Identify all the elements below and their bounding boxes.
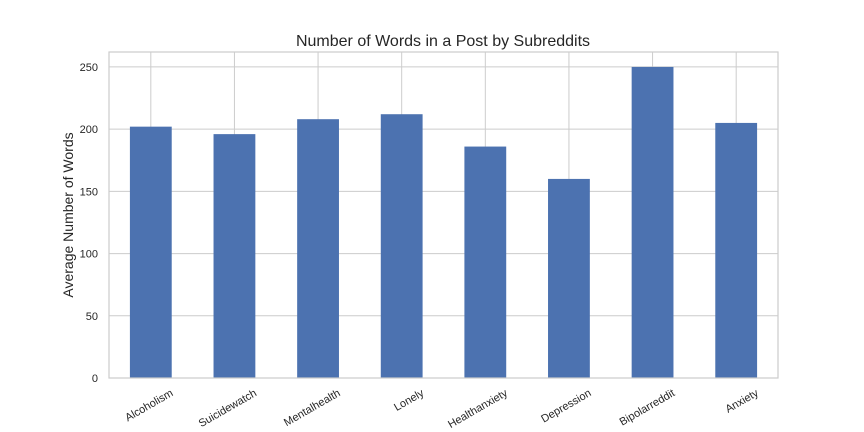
chart-title: Number of Words in a Post by Subreddits <box>296 33 590 50</box>
grid-layer <box>109 52 778 379</box>
y-tick-label: 50 <box>86 311 98 323</box>
bar-suicidewatch <box>213 134 256 378</box>
x-tick-label: Bipolarreddit <box>618 387 677 428</box>
x-tick-label: Mentalhealth <box>282 387 343 429</box>
y-tick-label: 250 <box>80 62 98 74</box>
bar-mentalhealth <box>297 119 339 378</box>
bar-bipolarreddit <box>631 66 674 378</box>
bar-healthanxiety <box>464 146 507 378</box>
y-tick-label: 200 <box>80 124 98 136</box>
bars-layer <box>129 66 758 378</box>
y-tick-labels: 0 50 100 150 200 250 <box>80 62 98 385</box>
bar-depression <box>548 178 590 378</box>
x-tick-labels: Alcoholism Suicidewatch Mentalhealth Lonely… <box>123 387 761 431</box>
x-tick-label: Suicidewatch <box>197 387 259 430</box>
x-tick-label: Depression <box>539 387 593 425</box>
x-tick-label: Anxiety <box>723 387 761 416</box>
x-tick-label: Alcoholism <box>123 387 175 424</box>
x-tick-label: Healthanxiety <box>446 387 510 431</box>
y-tick-label: 100 <box>80 249 98 261</box>
bar-lonely <box>380 114 423 378</box>
y-axis-label: Average Number of Words <box>60 132 76 297</box>
plot-frame <box>108 51 779 379</box>
bar-anxiety <box>715 122 758 378</box>
y-tick-label: 150 <box>80 186 98 198</box>
bar-alcoholism <box>129 126 172 378</box>
y-tick-label: 0 <box>92 373 98 385</box>
x-tick-label: Lonely <box>392 387 427 414</box>
